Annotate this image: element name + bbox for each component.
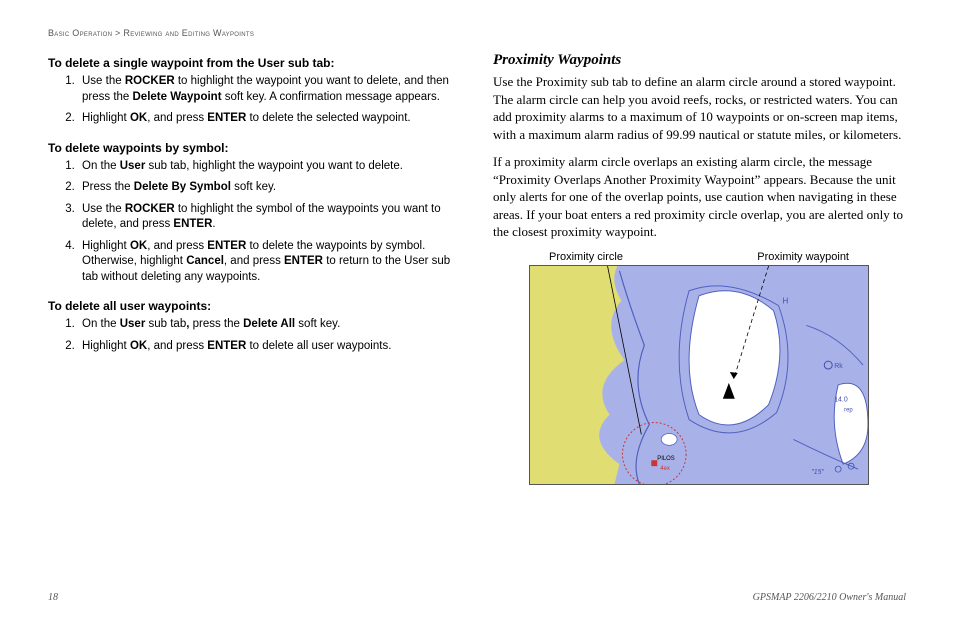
step: Highlight OK, and press ENTER to delete …	[78, 339, 461, 355]
figure: Proximity circle Proximity waypoint	[529, 251, 906, 485]
deep-water	[689, 291, 780, 425]
islet	[661, 433, 677, 445]
step: Use the ROCKER to highlight the symbol o…	[78, 202, 461, 233]
left-column: To delete a single waypoint from the Use…	[48, 52, 461, 485]
breadcrumb-section: Basic Operation	[48, 28, 112, 38]
steps-delete-all: On the User sub tab, press the Delete Al…	[48, 317, 461, 354]
breadcrumb-page: Reviewing and Editing Waypoints	[123, 28, 254, 38]
step: Use the ROCKER to highlight the waypoint…	[78, 74, 461, 105]
step: On the User sub tab, press the Delete Al…	[78, 317, 461, 333]
page-number: 18	[48, 592, 58, 603]
heading-delete-single: To delete a single waypoint from the Use…	[48, 56, 461, 70]
steps-delete-single: Use the ROCKER to highlight the waypoint…	[48, 74, 461, 127]
label-proximity-waypoint: Proximity waypoint	[757, 251, 849, 263]
breadcrumb-sep: >	[115, 28, 121, 38]
waypoint-dist: 4ex	[660, 466, 670, 472]
heading-delete-by-symbol: To delete waypoints by symbol:	[48, 141, 461, 155]
step: Press the Delete By Symbol soft key.	[78, 180, 461, 196]
right-column: Proximity Waypoints Use the Proximity su…	[493, 52, 906, 485]
step: Highlight OK, and press ENTER to delete …	[78, 111, 461, 127]
depth-14: 14.0	[834, 397, 848, 404]
figure-labels: Proximity circle Proximity waypoint	[529, 251, 869, 263]
steps-delete-by-symbol: On the User sub tab, highlight the waypo…	[48, 159, 461, 286]
page-footer: 18 GPSMAP 2206/2210 Owner's Manual	[48, 592, 906, 603]
heading-delete-all: To delete all user waypoints:	[48, 299, 461, 313]
rk-label: Rk	[834, 363, 843, 370]
heading-proximity: Proximity Waypoints	[493, 52, 906, 69]
step: On the User sub tab, highlight the waypo…	[78, 159, 461, 175]
depth-15: "15"	[811, 469, 824, 476]
h-label: H	[783, 297, 789, 306]
label-proximity-circle: Proximity circle	[549, 251, 623, 263]
waypoint-label: PILOS	[657, 456, 675, 462]
step: Highlight OK, and press ENTER to delete …	[78, 239, 461, 286]
map-image: PILOS 4ex Rk H 14.0 rep "15"	[529, 265, 869, 485]
map-svg: PILOS 4ex Rk H 14.0 rep "15"	[530, 266, 868, 484]
manual-title: GPSMAP 2206/2210 Owner's Manual	[753, 592, 906, 603]
proximity-p2: If a proximity alarm circle overlaps an …	[493, 153, 906, 241]
breadcrumb: Basic Operation > Reviewing and Editing …	[48, 28, 906, 38]
rep-label: rep	[844, 408, 853, 414]
proximity-p1: Use the Proximity sub tab to define an a…	[493, 73, 906, 143]
